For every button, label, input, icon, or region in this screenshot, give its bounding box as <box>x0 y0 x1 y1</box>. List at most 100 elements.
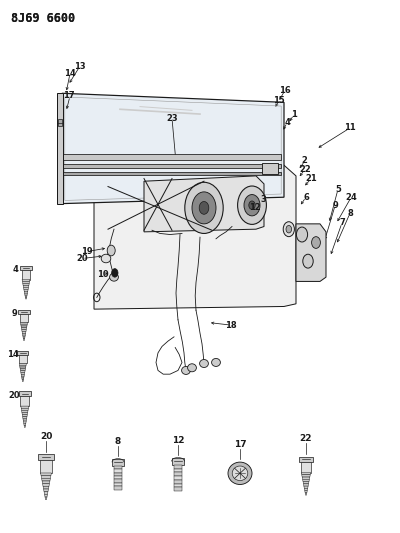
Bar <box>262 163 278 174</box>
Circle shape <box>199 201 209 214</box>
Polygon shape <box>42 481 50 483</box>
Text: 20: 20 <box>8 391 20 400</box>
Polygon shape <box>23 339 25 341</box>
Bar <box>57 93 63 204</box>
Polygon shape <box>305 493 307 495</box>
Polygon shape <box>22 376 24 378</box>
Circle shape <box>296 227 308 242</box>
Polygon shape <box>20 370 25 373</box>
Polygon shape <box>20 365 26 367</box>
Polygon shape <box>302 477 310 479</box>
Polygon shape <box>23 335 25 337</box>
Text: 22: 22 <box>300 434 312 443</box>
Text: 15: 15 <box>273 96 285 104</box>
Text: 9: 9 <box>332 201 338 209</box>
Ellipse shape <box>212 358 220 367</box>
Polygon shape <box>21 374 24 376</box>
Text: 19: 19 <box>81 247 93 256</box>
Bar <box>174 469 182 472</box>
Bar <box>18 310 30 314</box>
Bar <box>17 351 28 355</box>
Polygon shape <box>305 491 307 493</box>
Text: 12: 12 <box>249 204 261 212</box>
Text: 3: 3 <box>260 196 266 204</box>
Bar <box>174 465 182 469</box>
Polygon shape <box>22 378 24 380</box>
Polygon shape <box>20 369 26 370</box>
Text: 22: 22 <box>299 165 311 174</box>
Polygon shape <box>24 423 26 425</box>
Polygon shape <box>24 287 28 289</box>
Ellipse shape <box>110 273 118 281</box>
Polygon shape <box>25 295 27 297</box>
Text: 21: 21 <box>305 174 317 183</box>
Polygon shape <box>41 473 51 475</box>
Polygon shape <box>45 497 47 500</box>
Text: 8J69 6600: 8J69 6600 <box>11 12 75 25</box>
Bar <box>19 391 31 396</box>
Polygon shape <box>42 483 50 486</box>
Polygon shape <box>22 415 27 417</box>
Bar <box>174 487 182 491</box>
Circle shape <box>312 237 320 248</box>
Ellipse shape <box>101 254 111 263</box>
Text: 10: 10 <box>97 270 109 279</box>
Circle shape <box>112 269 118 277</box>
Polygon shape <box>23 417 27 419</box>
Text: 12: 12 <box>172 435 184 445</box>
Polygon shape <box>21 373 25 374</box>
Circle shape <box>249 201 255 209</box>
Polygon shape <box>21 408 28 410</box>
Bar <box>301 462 311 473</box>
Ellipse shape <box>228 462 252 484</box>
Text: 2: 2 <box>302 157 308 165</box>
Text: 13: 13 <box>74 62 86 71</box>
Bar <box>20 266 32 270</box>
Text: 23: 23 <box>166 114 178 123</box>
Polygon shape <box>62 93 284 204</box>
Circle shape <box>244 195 260 216</box>
Bar <box>38 454 54 461</box>
Bar <box>62 164 281 168</box>
Polygon shape <box>20 367 26 369</box>
Polygon shape <box>42 478 50 481</box>
Ellipse shape <box>200 359 208 368</box>
Text: 24: 24 <box>345 193 357 201</box>
Bar <box>114 480 122 483</box>
Bar <box>62 154 281 160</box>
Polygon shape <box>296 224 326 281</box>
Text: 4: 4 <box>12 265 18 274</box>
Text: 17: 17 <box>63 92 75 100</box>
Text: 20: 20 <box>76 254 88 263</box>
Polygon shape <box>94 165 296 309</box>
Text: 5: 5 <box>335 185 341 193</box>
Polygon shape <box>44 491 48 494</box>
Text: 7: 7 <box>339 219 345 227</box>
Polygon shape <box>44 489 48 491</box>
Polygon shape <box>24 425 26 427</box>
Text: 8: 8 <box>347 209 353 217</box>
Bar <box>114 476 122 480</box>
Bar <box>40 461 52 473</box>
Polygon shape <box>22 413 28 415</box>
Polygon shape <box>23 419 26 421</box>
Circle shape <box>283 222 294 237</box>
Polygon shape <box>25 297 27 299</box>
Polygon shape <box>23 421 26 423</box>
Polygon shape <box>41 475 51 478</box>
Ellipse shape <box>188 364 196 372</box>
Text: 9: 9 <box>12 309 17 318</box>
Circle shape <box>107 245 115 256</box>
Polygon shape <box>22 279 30 281</box>
Circle shape <box>238 186 266 224</box>
Bar <box>174 476 182 480</box>
Bar <box>114 469 122 473</box>
Polygon shape <box>23 285 29 287</box>
Bar <box>62 172 281 175</box>
Text: 6: 6 <box>303 193 309 201</box>
Bar <box>58 119 62 126</box>
Polygon shape <box>22 332 26 333</box>
Circle shape <box>192 192 216 224</box>
Bar <box>299 457 313 462</box>
Polygon shape <box>20 322 28 324</box>
